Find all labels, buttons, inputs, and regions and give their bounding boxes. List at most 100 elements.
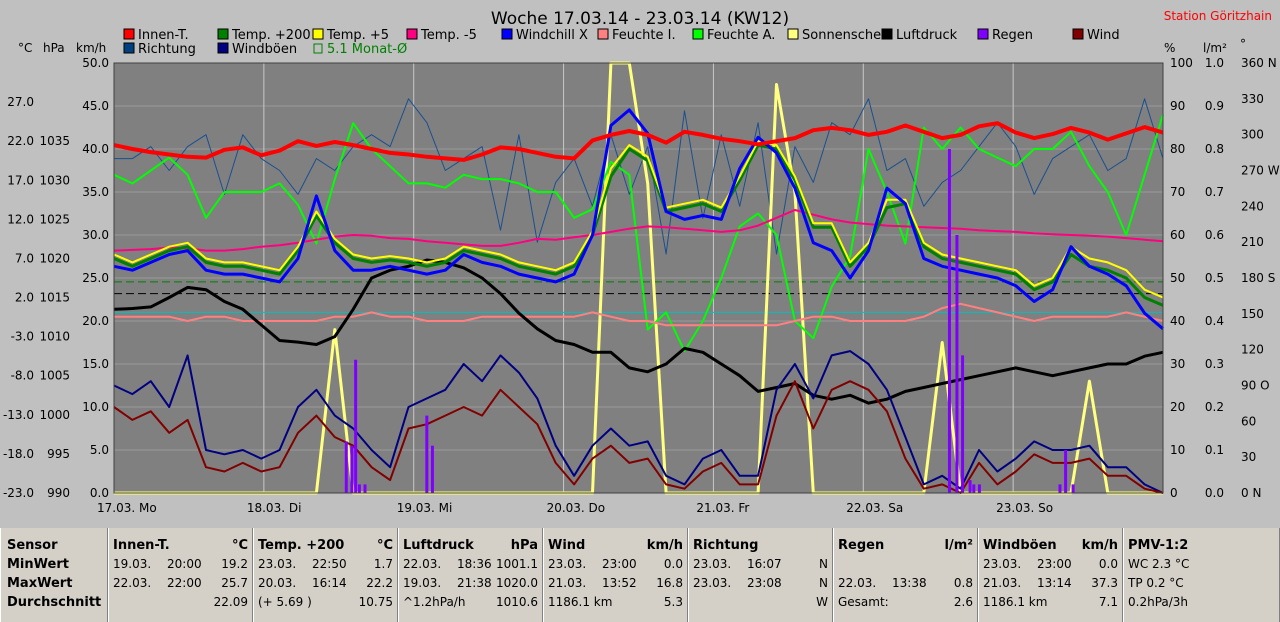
weather-chart: Woche 17.03.14 - 23.03.14 (KW12) Station … xyxy=(3,9,1280,515)
x-tick-label: 18.03. Di xyxy=(247,501,302,515)
temp-tick-label: -18.0 xyxy=(3,447,34,461)
legend-swatch xyxy=(1072,28,1084,40)
column-title: Innen-T. xyxy=(113,538,170,553)
table-column: Temp. +200 °C 23.03. 22:50 1.7 20.03. 16:14 22.… xyxy=(253,528,398,622)
cell-date: 0.2hPa/3h xyxy=(1128,595,1189,609)
hum-tick-label: 40 xyxy=(1170,314,1185,328)
column-title: Luftdruck xyxy=(403,538,474,553)
rain-tick-label: 0.9 xyxy=(1205,99,1224,113)
temp-tick-label: -3.0 xyxy=(11,330,34,344)
cell-value: 5.3 xyxy=(663,595,683,609)
dir-tick-label: 270 W xyxy=(1241,164,1280,178)
statistics-table: Sensor MinWert MaxWert Durchschnitt Innen-T.… xyxy=(0,528,1280,622)
legend-swatch xyxy=(692,28,704,40)
legend-swatch xyxy=(313,43,323,54)
legend-label: Feuchte I. xyxy=(612,28,676,43)
column-value-row: (+ 5.69 ) 10.75 xyxy=(258,593,393,612)
column-value-row: 23.03. 16:07 N xyxy=(693,555,828,574)
cell-time: 13:52 xyxy=(602,576,637,590)
cell-date: 23.03. xyxy=(693,576,732,590)
series-temp-200-line xyxy=(113,143,1164,307)
hum-tick-label: 0 xyxy=(1170,486,1178,500)
x-tick-label: 22.03. Sa xyxy=(846,501,903,515)
legend-swatch xyxy=(597,28,609,40)
dir-tick-label: 90 O xyxy=(1241,379,1270,393)
series-feuchte-i-line xyxy=(114,302,1164,327)
table-column: Regen l/m² 22.03. 13:38 0.8 Gesamt: 2.6 xyxy=(833,528,978,622)
press-tick-label: 990 xyxy=(47,486,70,500)
speed-tick-label: 15.0 xyxy=(82,357,109,371)
speed-tick-label: 25.0 xyxy=(82,271,109,285)
column-value-row: 22.03. 22:00 25.7 xyxy=(113,574,248,593)
hum-tick-label: 20 xyxy=(1170,400,1185,414)
legend-swatch xyxy=(123,42,135,54)
chart-area: Woche 17.03.14 - 23.03.14 (KW12) Station … xyxy=(2,9,1280,515)
rain-tick-label: 0.1 xyxy=(1205,443,1224,457)
dir-tick-label: 120 xyxy=(1241,343,1264,357)
hum-axis-unit: % xyxy=(1164,41,1175,55)
column-title: Richtung xyxy=(693,538,759,553)
column-unit: km/h xyxy=(646,538,683,553)
cell-value: 0.0 xyxy=(1098,557,1118,571)
cell-value: 1020.0 xyxy=(496,576,538,590)
cell-time: 13:14 xyxy=(1037,576,1072,590)
column-header: Regen l/m² xyxy=(838,536,973,555)
legend-swatch xyxy=(881,28,893,40)
plot-border xyxy=(113,62,1164,494)
cell-time: 23:08 xyxy=(747,576,782,590)
column-value-row: Gesamt: 2.6 xyxy=(838,593,973,612)
cell-date: 22.03. xyxy=(113,576,152,590)
legend-label: Temp. +5 xyxy=(326,28,389,43)
temp-tick-label: 22.0 xyxy=(7,134,34,148)
cell-value: 16.8 xyxy=(656,576,683,590)
legend-swatch xyxy=(123,28,135,40)
cell-date: TP 0.2 °C xyxy=(1128,576,1184,590)
rain-tick-label: 0.5 xyxy=(1205,271,1224,285)
legend-label: Sonnenschein xyxy=(802,28,893,43)
cell-time: 20:00 xyxy=(167,557,202,571)
table-column: Luftdruck hPa 22.03. 18:36 1001.1 19.03. 21:38… xyxy=(398,528,543,622)
speed-tick-label: 30.0 xyxy=(82,228,109,242)
temp-tick-label: 2.0 xyxy=(15,291,34,305)
column-unit: °C xyxy=(376,538,393,553)
column-value-row: TP 0.2 °C xyxy=(1128,574,1275,593)
cell-date: 21.03. xyxy=(983,576,1022,590)
press-tick-label: 1030 xyxy=(39,173,70,187)
cell-date: 21.03. xyxy=(548,576,587,590)
speed-tick-label: 50.0 xyxy=(82,56,109,70)
speed-tick-label: 5.0 xyxy=(90,443,109,457)
dir-tick-label: 210 xyxy=(1241,235,1264,249)
column-value-row: 0.2hPa/3h xyxy=(1128,593,1275,612)
legend-label: Feuchte A. xyxy=(707,28,775,43)
series-wind-line xyxy=(113,380,1164,494)
legend-swatch xyxy=(217,28,229,40)
temp-tick-label: 17.0 xyxy=(7,173,34,187)
column-header: Luftdruck hPa xyxy=(403,536,538,555)
hum-tick-label: 80 xyxy=(1170,142,1185,156)
cell-value: 22.09 xyxy=(213,595,248,609)
column-value-row: WC 2.3 °C xyxy=(1128,555,1275,574)
speed-tick-label: 45.0 xyxy=(82,99,109,113)
legend-swatch xyxy=(406,28,418,40)
temp-axis-unit: °C xyxy=(18,41,32,55)
series-richtung-line xyxy=(114,98,1164,255)
dir-axis-unit: ° xyxy=(1240,37,1246,51)
cell-date: 23.03. xyxy=(258,557,297,571)
rain-tick-label: 0.4 xyxy=(1205,314,1224,328)
column-value-row: 22.03. 18:36 1001.1 xyxy=(403,555,538,574)
hum-tick-label: 50 xyxy=(1170,271,1185,285)
rain-tick-label: 0.3 xyxy=(1205,357,1224,371)
cell-date: 23.03. xyxy=(693,557,732,571)
cell-time: 18:36 xyxy=(457,557,492,571)
column-title: Windböen xyxy=(983,538,1057,553)
hum-tick-label: 70 xyxy=(1170,185,1185,199)
legend-swatch xyxy=(217,42,229,54)
column-title: Wind xyxy=(548,538,586,553)
x-tick-label: 19.03. Mi xyxy=(397,501,453,515)
x-tick-label: 21.03. Fr xyxy=(696,501,749,515)
dir-tick-label: 180 S xyxy=(1241,271,1275,285)
cell-time: 23:00 xyxy=(602,557,637,571)
cell-value: 10.75 xyxy=(358,595,393,609)
press-tick-label: 1020 xyxy=(39,251,70,265)
series-luftdruck-line xyxy=(113,258,1164,405)
